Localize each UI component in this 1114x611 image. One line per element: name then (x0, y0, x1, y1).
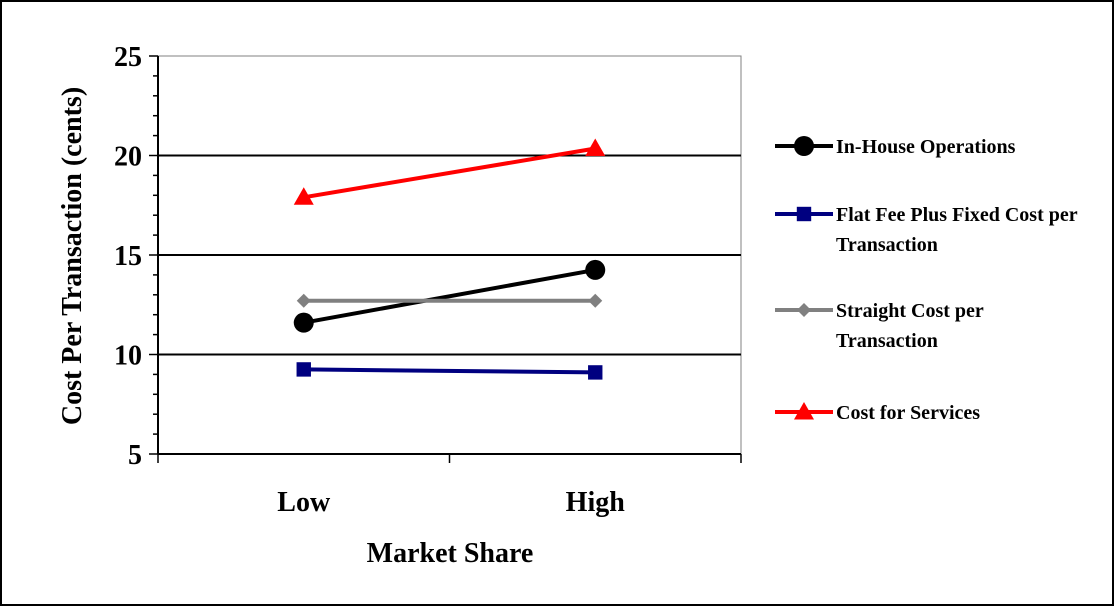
legend-label: Straight Cost per Transaction (836, 300, 984, 352)
data-point-circle (794, 136, 814, 156)
data-point-square (588, 365, 603, 380)
data-point-square (296, 362, 311, 377)
y-tick-label: 5 (128, 440, 142, 471)
series-line-2 (303, 367, 596, 375)
y-axis-label: Cost Per Transaction (cents) (57, 87, 88, 425)
legend-label: Flat Fee Plus Fixed Cost per Transaction (836, 204, 1078, 256)
data-point-square (796, 206, 812, 222)
legend-label: In-House Operations (836, 136, 1016, 158)
data-point-diamond (588, 293, 603, 308)
y-tick-label: 15 (114, 241, 142, 272)
legend-label-line: Cost for Services (836, 402, 980, 424)
data-point-triangle (585, 138, 606, 157)
series-line-4 (303, 146, 596, 200)
x-axis-label: Market Share (367, 538, 534, 569)
data-point-circle (585, 259, 606, 280)
legend-label-line: Transaction (836, 234, 938, 256)
y-tick-label: 10 (114, 341, 142, 372)
legend-label-line: Transaction (836, 330, 938, 352)
legend-label: Cost for Services (836, 402, 980, 424)
legend-label-line: Straight Cost per (836, 300, 984, 322)
legend-label-line: Flat Fee Plus Fixed Cost per (836, 204, 1078, 226)
y-tick-label: 20 (114, 142, 142, 173)
data-point-triangle (293, 187, 314, 205)
y-tick-label: 25 (114, 42, 142, 73)
data-point-circle (293, 312, 314, 333)
x-tick-label: High (566, 487, 626, 518)
series-line-1 (303, 267, 596, 325)
data-point-triangle (794, 402, 814, 420)
legend-label-line: In-House Operations (836, 136, 1016, 158)
data-point-diamond (296, 293, 311, 308)
x-tick-label: Low (277, 487, 331, 518)
data-point-diamond (797, 303, 811, 317)
